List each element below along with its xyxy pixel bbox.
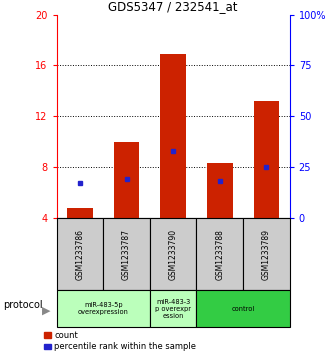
Title: GDS5347 / 232541_at: GDS5347 / 232541_at [109,0,238,13]
Bar [150,218,196,290]
Bar [67,208,93,218]
Text: protocol: protocol [3,300,43,310]
Text: GSM1233789: GSM1233789 [262,229,271,280]
Bar [114,142,139,218]
Bar [150,290,196,327]
Text: miR-483-3
p overexpr
ession: miR-483-3 p overexpr ession [155,298,191,319]
Bar [196,290,290,327]
Bar [243,218,290,290]
Text: GSM1233786: GSM1233786 [75,229,85,280]
Bar [207,163,232,218]
Text: ▶: ▶ [42,305,50,315]
Bar [161,54,186,218]
Bar [254,101,279,218]
Legend: count, percentile rank within the sample: count, percentile rank within the sample [44,331,196,351]
Text: GSM1233788: GSM1233788 [215,229,224,280]
Text: miR-483-5p
overexpression: miR-483-5p overexpression [78,302,129,315]
Bar [103,218,150,290]
Text: GSM1233787: GSM1233787 [122,229,131,280]
Bar [196,218,243,290]
Text: control: control [231,306,255,311]
Bar [57,290,150,327]
Text: GSM1233790: GSM1233790 [168,229,178,280]
Bar [57,218,103,290]
